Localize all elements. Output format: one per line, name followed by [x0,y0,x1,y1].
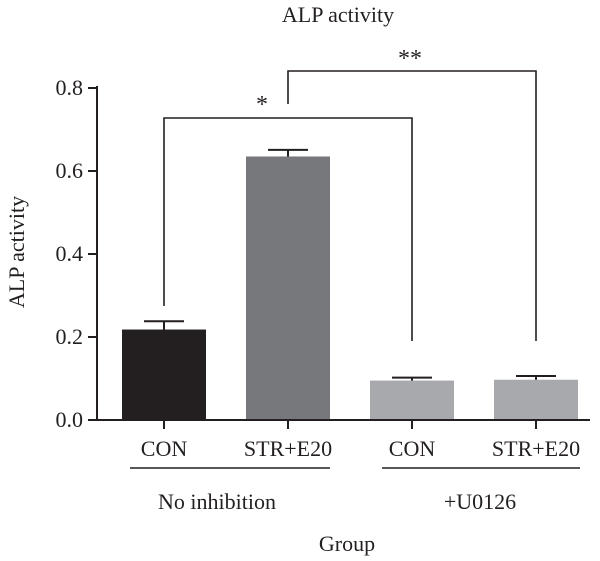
significance-brackets: *** [163,46,537,341]
group-label: +U0126 [444,489,516,514]
y-tick-label: 0.4 [56,241,84,266]
bar [122,329,206,420]
significance-bracket [287,70,537,341]
significance-bracket [163,117,413,341]
bar [494,379,578,420]
x-tick-label: CON [141,436,188,461]
x-axis: CON STR+E20 CON STR+E20 [96,419,590,461]
y-tick-label: 0.8 [56,75,84,100]
significance-marker: ** [398,46,422,72]
chart-title: ALP activity [282,2,394,27]
group-labels: No inhibition +U0126 [130,467,580,514]
bars [122,156,578,420]
x-tick-label: CON [389,436,436,461]
y-tick-label: 0.0 [56,407,84,432]
y-axis: 0.0 0.2 0.4 0.6 0.8 [56,75,98,432]
error-bar [144,320,184,330]
error-bar [392,376,432,381]
error-bar [516,375,556,380]
y-axis-label: ALP activity [4,196,29,308]
y-tick-label: 0.2 [56,324,84,349]
bar [370,380,454,420]
bar [246,156,330,420]
group-label: No inhibition [158,489,276,514]
error-bars [144,148,556,381]
error-bar [268,148,308,157]
significance-marker: * [256,92,268,118]
x-tick-label: STR+E20 [244,436,332,461]
x-tick-label: STR+E20 [492,436,580,461]
y-tick-label: 0.6 [56,158,84,183]
x-axis-label: Group [319,531,375,556]
